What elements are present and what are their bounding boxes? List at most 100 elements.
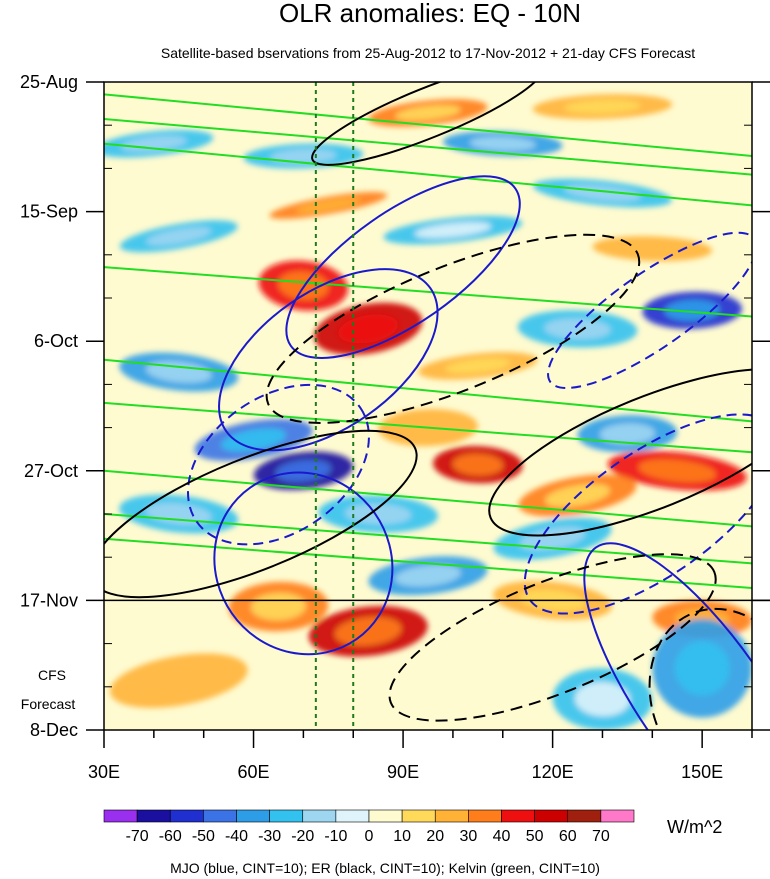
anomaly-blob-core (338, 314, 398, 344)
plot-frame (103, 81, 753, 731)
mjo-contour (186, 383, 370, 546)
anomaly-blob (592, 236, 713, 262)
y-tick-label: 8-Dec (30, 720, 78, 740)
kelvin-contour (104, 537, 752, 590)
contour-legend: MJO (blue, CINT=10); ER (black, CINT=10)… (170, 860, 600, 876)
anomaly-blob-core (221, 428, 286, 452)
kelvin-contour (104, 358, 752, 423)
mjo-contour (547, 231, 752, 389)
mjo-contour (218, 268, 439, 452)
colorbar-swatch (468, 809, 502, 823)
anomaly-blob-core (276, 460, 331, 482)
colorbar-swatch (169, 809, 204, 823)
wave-contours (104, 82, 752, 730)
anomaly-blob-core (445, 358, 511, 374)
colorbar-label: -60 (159, 828, 182, 845)
er-contour (311, 82, 545, 166)
colorbar-swatch (103, 809, 138, 823)
x-tick-label: 30E (88, 762, 120, 782)
colorbar-swatch (368, 809, 403, 823)
y-tick-label: 15-Sep (20, 202, 78, 222)
colorbar-label: -50 (192, 828, 215, 845)
anomaly-blob-core (295, 198, 361, 213)
kelvin-contour (104, 93, 752, 158)
anomaly-blob (109, 653, 248, 708)
anomaly-blob-core (335, 617, 401, 646)
x-tick-label: 120E (532, 762, 574, 782)
anomaly-blob-core (395, 105, 461, 121)
anomaly-blob-core (674, 641, 730, 696)
anomaly-blob-core (414, 222, 492, 238)
forecast-label-line2: Forecast (21, 696, 76, 712)
anomaly-blob-core (639, 459, 716, 482)
anomaly-blob-core (146, 361, 212, 383)
colorbar-label: 30 (459, 828, 477, 845)
forecast-label-line1: CFS (38, 667, 66, 683)
anomaly-blob-core (575, 682, 630, 717)
y-tick-label: 27-Oct (24, 461, 78, 481)
anomaly-blob-core (599, 423, 655, 444)
colorbar-swatch (501, 809, 535, 823)
chart-title: OLR anomalies: EQ - 10N (279, 0, 581, 28)
y-tick-label: 25-Aug (20, 72, 78, 92)
y-axis: 25-Aug 15-Sep 6-Oct 27-Oct 17-Nov 8-Dec (20, 72, 770, 740)
colorbar-label: -20 (291, 828, 314, 845)
colorbar-swatch (136, 809, 171, 823)
kelvin-contour (104, 118, 752, 176)
x-tick-label: 60E (238, 762, 270, 782)
anomaly-blob-core (544, 318, 611, 340)
kelvin-contour (104, 142, 752, 207)
anomaly-blob-core (664, 300, 720, 321)
plot-area (103, 81, 770, 731)
anomaly-blob-core (564, 99, 641, 114)
anomaly-field (104, 94, 752, 730)
er-contour (265, 233, 641, 424)
er-contour (104, 429, 418, 599)
colorbar-swatch (302, 809, 337, 823)
colorbar-label: -10 (324, 828, 347, 845)
colorbar-label: 50 (526, 828, 544, 845)
colorbar-label: -40 (225, 828, 248, 845)
kelvin-contour (104, 266, 752, 318)
colorbar-swatch (600, 809, 635, 823)
er-contour (488, 368, 752, 537)
mjo-contour (523, 413, 752, 615)
x-axis: 30E 60E 90E 120E 150E (88, 730, 753, 782)
colorbar-label: 40 (493, 828, 511, 845)
colorbar-swatch (567, 809, 602, 823)
colorbar-unit: W/m^2 (667, 817, 722, 837)
mjo-contour (213, 471, 394, 656)
colorbar-swatch (269, 809, 304, 823)
colorbar-label: -70 (126, 828, 149, 845)
colorbar-label: 0 (365, 828, 374, 845)
colorbar-swatch (335, 809, 370, 823)
colorbar-swatch (434, 809, 469, 823)
colorbar-swatch (534, 809, 569, 823)
plot-background (104, 82, 752, 730)
chart-subtitle: Satellite-based bservations from 25-Aug-… (161, 45, 695, 61)
x-tick-label: 150E (681, 762, 723, 782)
colorbar-swatch (401, 809, 436, 823)
colorbar: -70 -60 -50 -40 -30 -20 -10 0 10 20 30 40 50 60 70 (103, 809, 635, 845)
anomaly-blob-core (453, 454, 503, 475)
colorbar-label: 70 (592, 828, 610, 845)
colorbar-swatch (236, 809, 270, 823)
y-tick-label: 17-Nov (20, 590, 78, 610)
anomaly-blob-core (469, 136, 536, 151)
anomaly-blob-core (270, 149, 337, 163)
er-contour (388, 553, 717, 722)
kelvin-contour (104, 401, 752, 454)
anomaly-blob-core (395, 565, 461, 587)
y-tick-label: 6-Oct (34, 331, 78, 351)
colorbar-label: 20 (426, 828, 444, 845)
x-tick-label: 90E (387, 762, 419, 782)
mjo-contour (285, 175, 521, 359)
colorbar-label: 60 (559, 828, 577, 845)
colorbar-label: 10 (393, 828, 411, 845)
kelvin-contour (104, 469, 752, 528)
reference-lines (314, 82, 355, 730)
colorbar-swatch (203, 809, 237, 823)
anomaly-blob-core (146, 227, 212, 246)
mjo-contour (583, 542, 752, 730)
